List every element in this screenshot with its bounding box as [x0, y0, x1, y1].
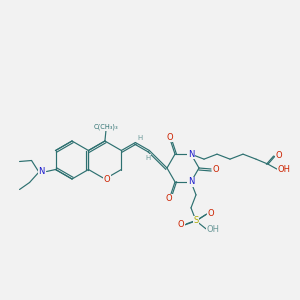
Text: C(CH₃)₃: C(CH₃)₃: [94, 124, 118, 130]
Text: S: S: [194, 216, 199, 225]
Text: N: N: [188, 150, 194, 159]
Text: OH: OH: [278, 165, 290, 174]
Text: O: O: [103, 175, 110, 184]
Text: O: O: [178, 220, 184, 230]
Text: H: H: [138, 134, 143, 140]
Text: N: N: [188, 177, 194, 186]
Text: H: H: [146, 154, 151, 160]
Text: N: N: [38, 167, 45, 176]
Text: O: O: [208, 209, 214, 218]
Text: O: O: [213, 164, 219, 173]
Text: O: O: [166, 194, 172, 203]
Text: OH: OH: [206, 225, 220, 234]
Text: O: O: [167, 133, 173, 142]
Text: O: O: [276, 151, 282, 160]
